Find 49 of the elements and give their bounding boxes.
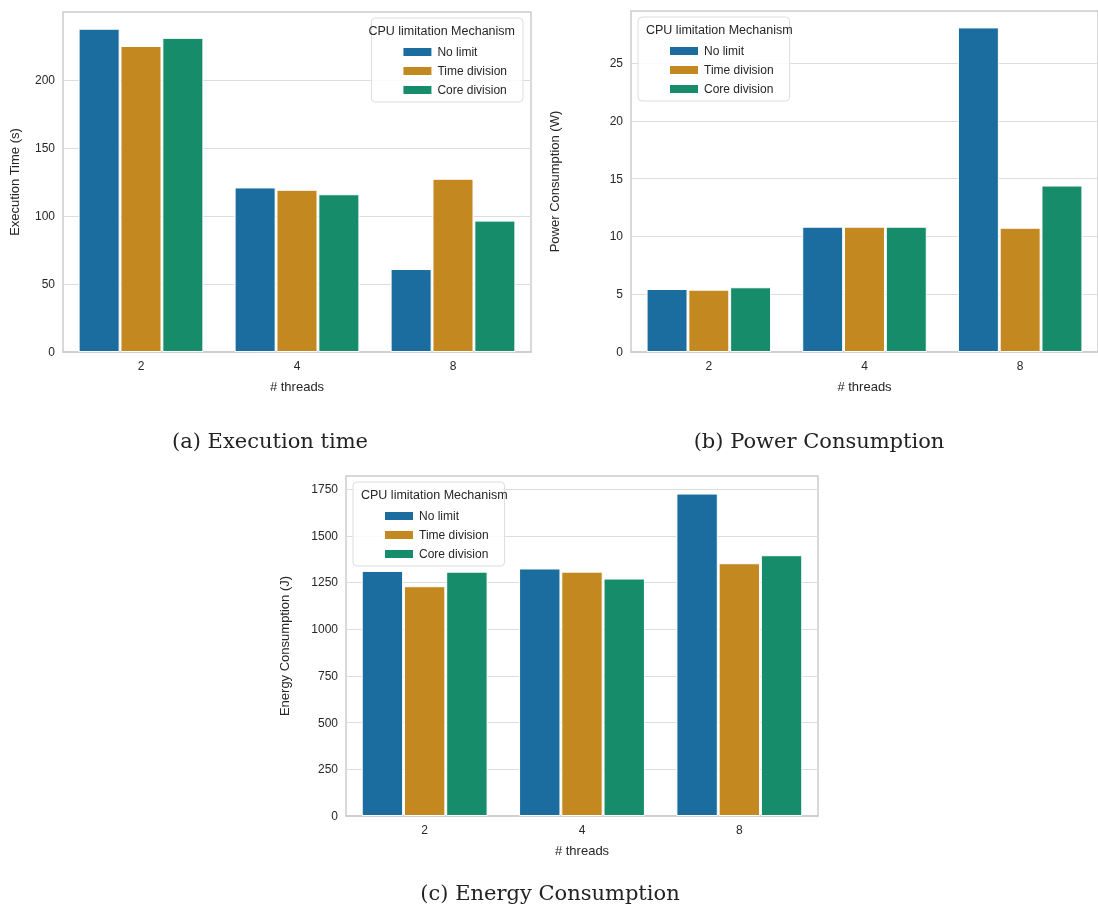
y-tick-label: 0 bbox=[616, 345, 624, 359]
y-tick-label: 500 bbox=[317, 715, 339, 730]
y-tick-label: 100 bbox=[34, 209, 56, 223]
legend-label: No limit bbox=[419, 509, 460, 523]
x-tick-label: 8 bbox=[1016, 359, 1024, 373]
legend-title: CPU limitation Mechanism bbox=[361, 487, 508, 502]
y-tick-label: 50 bbox=[41, 277, 56, 291]
y-tick-label: 150 bbox=[34, 141, 56, 155]
legend-label: Core division bbox=[437, 83, 507, 97]
x-axis-title: # threads bbox=[554, 843, 610, 858]
text: (a) Execution time bbox=[172, 428, 368, 453]
y-tick-label: 1000 bbox=[311, 622, 339, 637]
legend-label: Core division bbox=[704, 82, 774, 96]
legend-label: Time division bbox=[437, 64, 507, 78]
x-axis-title: # threads bbox=[837, 379, 893, 394]
x-tick-label: 8 bbox=[449, 359, 457, 373]
y-axis-title: Power Consumption (W) bbox=[547, 110, 562, 253]
y-tick-label: 750 bbox=[317, 668, 339, 683]
legend-title: CPU limitation Mechanism bbox=[368, 23, 516, 38]
legend-label: Time division bbox=[419, 528, 489, 542]
legend-label: Time division bbox=[704, 63, 774, 77]
y-tick-label: 1250 bbox=[311, 575, 339, 590]
y-tick-label: 250 bbox=[317, 762, 339, 777]
x-tick-label: 4 bbox=[578, 823, 586, 837]
y-tick-label: 0 bbox=[331, 809, 339, 823]
y-tick-label: 1500 bbox=[311, 528, 339, 543]
y-tick-label: 1750 bbox=[311, 482, 339, 497]
y-axis-title: Execution Time (s) bbox=[7, 128, 22, 236]
x-tick-label: 8 bbox=[735, 823, 743, 837]
y-tick-label: 25 bbox=[609, 56, 624, 71]
x-tick-label: 4 bbox=[861, 359, 869, 373]
x-tick-label: 4 bbox=[293, 359, 301, 373]
legend-label: No limit bbox=[437, 45, 479, 59]
legend-title: CPU limitation Mechanism bbox=[646, 22, 793, 37]
text: (c) Energy Consumption bbox=[420, 880, 680, 905]
y-tick-label: 20 bbox=[609, 113, 624, 128]
x-tick-label: 2 bbox=[421, 823, 429, 837]
y-tick-label: 15 bbox=[609, 171, 624, 186]
y-tick-label: 200 bbox=[34, 73, 56, 87]
y-tick-label: 5 bbox=[616, 287, 624, 302]
y-tick-label: 0 bbox=[48, 345, 56, 359]
legend-label: No limit bbox=[704, 44, 745, 58]
x-axis-title: # threads bbox=[269, 379, 325, 394]
x-tick-label: 2 bbox=[705, 359, 713, 373]
y-axis-title: Energy Consumption (J) bbox=[277, 575, 292, 717]
legend-label: Core division bbox=[419, 547, 489, 561]
y-tick-label: 10 bbox=[609, 229, 624, 244]
text: (b) Power Consumption bbox=[693, 428, 945, 453]
x-tick-label: 2 bbox=[137, 359, 145, 373]
